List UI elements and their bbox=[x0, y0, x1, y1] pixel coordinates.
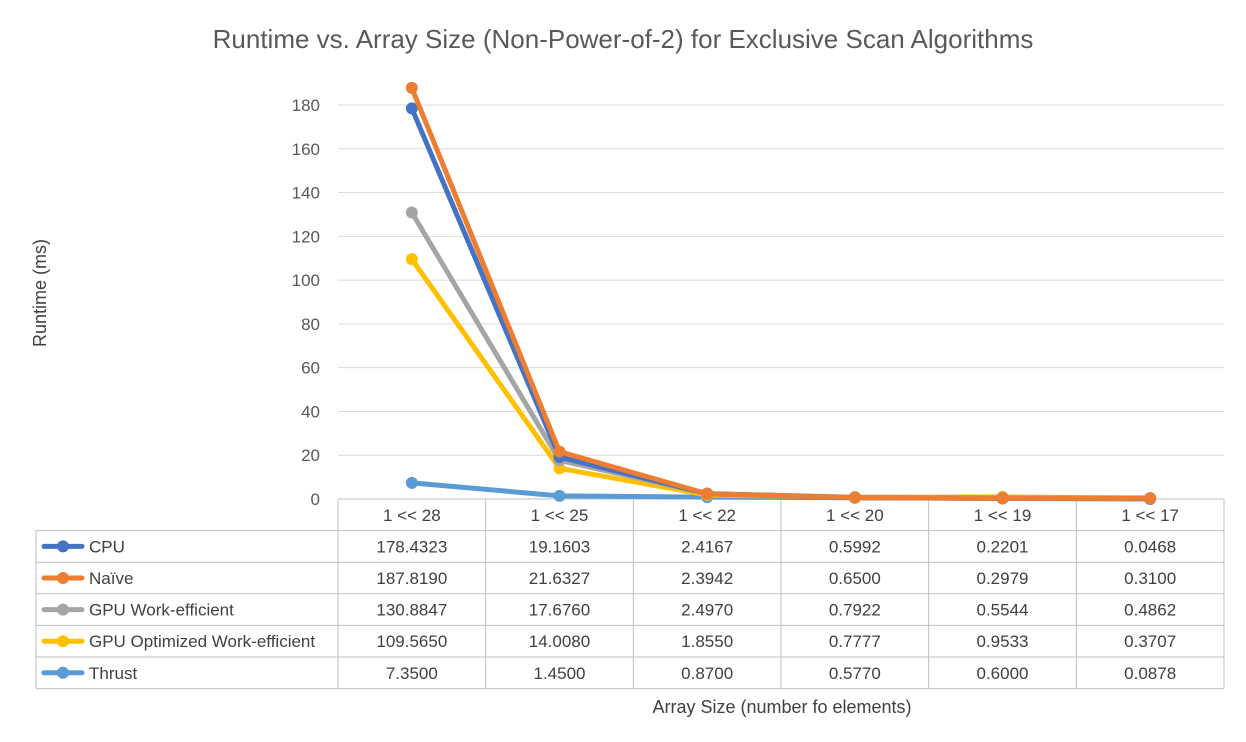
data-point bbox=[553, 445, 566, 458]
data-point bbox=[553, 489, 566, 502]
legend-entry: GPU Optimized Work-efficient bbox=[89, 632, 315, 651]
data-point bbox=[996, 492, 1009, 505]
y-tick-label: 160 bbox=[292, 140, 320, 159]
data-point bbox=[848, 491, 861, 504]
x-axis-title: Array Size (number fo elements) bbox=[652, 697, 911, 717]
data-table-cell: 14.0080 bbox=[529, 632, 590, 651]
data-table-cell: 178.4323 bbox=[376, 537, 447, 556]
legend-key-marker bbox=[57, 603, 69, 616]
data-table-cell: 0.5770 bbox=[829, 664, 881, 683]
x-category-label: 1 << 19 bbox=[974, 506, 1032, 525]
x-category-label: 1 << 20 bbox=[826, 506, 884, 525]
legend-entry: GPU Work-efficient bbox=[89, 601, 234, 620]
data-table-cell: 0.4862 bbox=[1124, 601, 1176, 620]
y-tick-label: 180 bbox=[292, 96, 320, 115]
data-table-cell: 7.3500 bbox=[386, 664, 438, 683]
y-tick-label: 40 bbox=[301, 402, 320, 421]
y-tick-label: 140 bbox=[292, 184, 320, 203]
data-table-cell: 109.5650 bbox=[376, 632, 447, 651]
legend-entry: Thrust bbox=[89, 664, 137, 683]
y-tick-label: 120 bbox=[292, 227, 320, 246]
legend-key-marker bbox=[57, 572, 69, 584]
plot-area bbox=[405, 81, 1157, 505]
data-table-cell: 0.3100 bbox=[1124, 569, 1176, 588]
data-point bbox=[405, 206, 418, 219]
data-table-cell: 0.2201 bbox=[977, 537, 1029, 556]
legend-entry: Naïve bbox=[89, 569, 133, 588]
data-point bbox=[405, 102, 418, 115]
data-table-cell: 0.6000 bbox=[977, 664, 1029, 683]
x-category-label: 1 << 25 bbox=[531, 506, 589, 525]
y-tick-label: 20 bbox=[301, 446, 320, 465]
data-table-cell: 187.8190 bbox=[376, 569, 447, 588]
data-table-cell: 0.3707 bbox=[1124, 632, 1176, 651]
data-table-cell: 0.8700 bbox=[681, 664, 733, 683]
data-table-cell: 130.8847 bbox=[376, 601, 447, 620]
y-tick-label: 80 bbox=[301, 315, 320, 334]
data-table-cell: 0.7777 bbox=[829, 632, 881, 651]
x-category-label: 1 << 22 bbox=[678, 506, 736, 525]
data-point bbox=[405, 81, 418, 94]
data-table-cell: 1.8550 bbox=[681, 632, 733, 651]
y-tick-label: 100 bbox=[292, 271, 320, 290]
data-table-cell: 21.6327 bbox=[529, 569, 590, 588]
data-table-cell: 0.5992 bbox=[829, 537, 881, 556]
data-table-cell: 0.0878 bbox=[1124, 664, 1176, 683]
data-table-cell: 0.6500 bbox=[829, 569, 881, 588]
data-point bbox=[1144, 492, 1157, 505]
x-category-label: 1 << 17 bbox=[1121, 506, 1179, 525]
legend-entry: CPU bbox=[89, 537, 125, 556]
data-table-cell: 1.4500 bbox=[534, 664, 586, 683]
y-axis-title: Runtime (ms) bbox=[30, 239, 50, 347]
data-table-cell: 0.5544 bbox=[977, 601, 1029, 620]
legend-key-marker bbox=[57, 635, 69, 648]
data-table-cell: 0.0468 bbox=[1124, 537, 1176, 556]
data-point bbox=[405, 476, 418, 489]
data-table-cell: 2.3942 bbox=[681, 569, 733, 588]
y-tick-label: 60 bbox=[301, 359, 320, 378]
data-table-cell: 0.2979 bbox=[977, 569, 1029, 588]
data-table-cell: 0.7922 bbox=[829, 601, 881, 620]
data-table: 1 << 28 1 << 25 1 << 22 1 << 20 1 << 19 1 << … bbox=[35, 498, 1225, 690]
data-table-cell: 17.6760 bbox=[529, 601, 590, 620]
data-table-cell: 2.4970 bbox=[681, 601, 733, 620]
data-table-cell: 2.4167 bbox=[681, 537, 733, 556]
series-line bbox=[409, 85, 1153, 501]
legend-key-marker bbox=[57, 540, 69, 553]
data-point bbox=[405, 253, 418, 266]
chart-title: Runtime vs. Array Size (Non-Power-of-2) … bbox=[213, 24, 1034, 54]
data-table-cell: 19.1603 bbox=[529, 537, 590, 556]
y-tick-label: 0 bbox=[311, 490, 320, 509]
x-category-label: 1 << 28 bbox=[383, 506, 441, 525]
y-axis-ticks: 0 20 40 60 80 100 120 140 160 180 bbox=[292, 96, 320, 509]
data-table-cell: 0.9533 bbox=[977, 632, 1029, 651]
data-point bbox=[701, 487, 714, 500]
legend-key-marker bbox=[57, 666, 69, 679]
